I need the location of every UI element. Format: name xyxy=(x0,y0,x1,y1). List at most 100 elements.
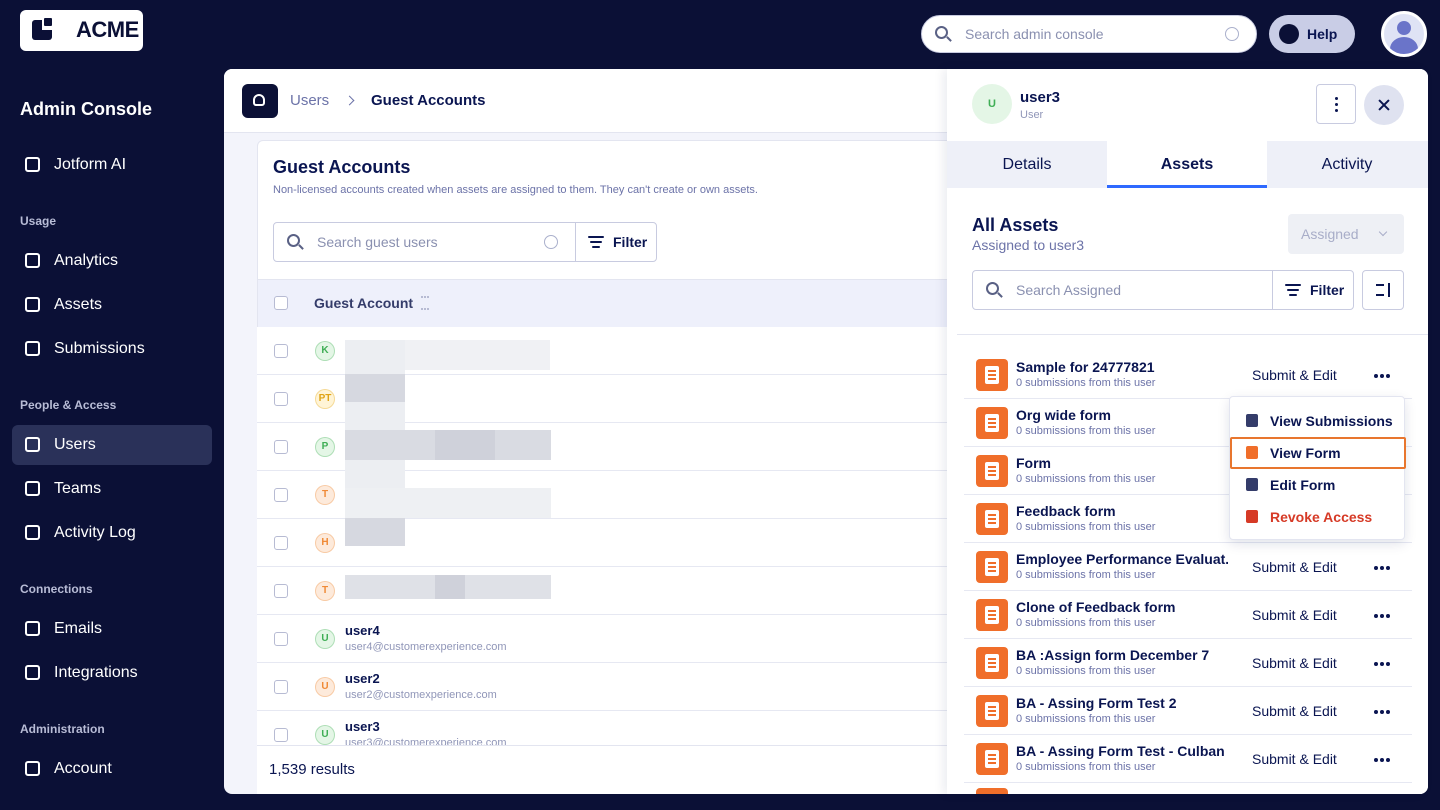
asset-more[interactable] xyxy=(1370,749,1394,769)
row-initials: U xyxy=(321,681,329,692)
guest-row[interactable]: T xyxy=(257,471,947,519)
close-button[interactable] xyxy=(1364,85,1404,125)
nav-item[interactable] xyxy=(12,513,212,553)
nav-item[interactable] xyxy=(12,653,212,693)
menu-item[interactable]: View Form xyxy=(1230,437,1406,469)
nav-icon xyxy=(25,253,40,268)
form-icon-line xyxy=(988,514,996,516)
asset-more[interactable] xyxy=(1370,605,1394,625)
nav-label: Users xyxy=(54,436,96,453)
row-checkbox[interactable] xyxy=(274,488,288,502)
row-checkbox[interactable] xyxy=(274,584,288,598)
nav-item[interactable] xyxy=(12,329,212,369)
more-dot xyxy=(1374,566,1378,570)
assigned-dropdown-label: Assigned xyxy=(1301,226,1359,242)
panel-tab[interactable]: Activity xyxy=(1267,141,1428,188)
nav-label: Emails xyxy=(54,620,103,637)
asset-name: BA - Assing Form Test - Culban xyxy=(1016,743,1225,759)
nav-item[interactable] xyxy=(12,145,212,185)
asset-action[interactable]: Submit & Edit xyxy=(1252,655,1337,671)
asset-more[interactable] xyxy=(1370,701,1394,721)
nav-item[interactable] xyxy=(12,469,212,509)
form-icon-line xyxy=(988,522,996,524)
nav-item[interactable] xyxy=(12,609,212,649)
guest-row[interactable]: T xyxy=(257,567,947,615)
help-label: Help xyxy=(1307,26,1338,42)
form-icon-line xyxy=(988,466,996,468)
nav-item[interactable] xyxy=(12,241,212,281)
asset-row[interactable]: Clone of Feedback form 0 submissions from… xyxy=(964,591,1412,639)
more-dot xyxy=(1386,662,1390,666)
asset-row[interactable]: Sample for 24777821 0 submissions from th… xyxy=(964,351,1412,399)
assigned-dropdown[interactable]: Assigned xyxy=(1288,214,1404,254)
asset-submissions: 0 submissions from this user xyxy=(1016,521,1156,533)
nav-item[interactable] xyxy=(12,285,212,325)
row-checkbox[interactable] xyxy=(274,728,288,742)
row-checkbox[interactable] xyxy=(274,536,288,550)
row-checkbox[interactable] xyxy=(274,440,288,454)
asset-action[interactable]: Submit & Edit xyxy=(1252,703,1337,719)
row-checkbox[interactable] xyxy=(274,632,288,646)
guest-row[interactable]: PT xyxy=(257,375,947,423)
results-count: 1,539 results xyxy=(269,761,355,778)
asset-more[interactable] xyxy=(1370,653,1394,673)
asset-action[interactable]: Submit & Edit xyxy=(1252,607,1337,623)
menu-item-label: Revoke Access xyxy=(1270,509,1373,525)
panel-tab[interactable]: Details xyxy=(947,141,1107,188)
panel-tab[interactable]: Assets xyxy=(1107,141,1267,188)
asset-more[interactable] xyxy=(1370,365,1394,385)
logo: ACME xyxy=(20,10,143,51)
asset-row[interactable]: Feedback form 0 submissions from this use… xyxy=(964,495,1412,543)
menu-item[interactable]: Edit Form xyxy=(1230,469,1406,501)
more-dot xyxy=(1386,374,1390,378)
guest-row[interactable]: H xyxy=(257,519,947,567)
row-checkbox[interactable] xyxy=(274,680,288,694)
nav-item[interactable] xyxy=(12,425,212,465)
nav-item[interactable] xyxy=(12,749,212,789)
asset-row[interactable]: BA - Assing Form Test 2 0 submissions fro… xyxy=(964,687,1412,735)
assets-subtitle: Assigned to user3 xyxy=(972,237,1085,253)
form-icon-line xyxy=(988,706,996,708)
kebab-button[interactable] xyxy=(1316,84,1356,124)
asset-action[interactable]: Submit & Edit xyxy=(1252,751,1337,767)
guest-row[interactable]: K xyxy=(257,327,947,375)
dropdown-chevron xyxy=(1378,227,1388,237)
top-search[interactable] xyxy=(921,15,1257,53)
profile-avatar[interactable] xyxy=(1381,11,1427,57)
guest-search[interactable] xyxy=(273,222,576,262)
asset-row[interactable]: BA :Assign form December 7 0 submissions … xyxy=(964,639,1412,687)
breadcrumb-link[interactable]: Users xyxy=(290,92,330,109)
panel-user-name: user3 xyxy=(1020,89,1061,106)
guest-row[interactable]: P xyxy=(257,423,947,471)
row-initials: U xyxy=(321,729,329,740)
nav-label: Account xyxy=(54,760,112,777)
guest-filter-label: Filter xyxy=(613,234,648,250)
menu-item[interactable]: Revoke Access xyxy=(1230,501,1406,533)
assets-filter-button[interactable] xyxy=(1272,270,1354,310)
asset-action[interactable]: Submit & Edit xyxy=(1252,559,1337,575)
nav-label: Jotform AI xyxy=(54,156,127,173)
header-checkbox[interactable] xyxy=(274,296,288,310)
row-initials: T xyxy=(321,585,329,596)
row-initials: U xyxy=(321,633,329,644)
asset-row[interactable]: BA - Assing Form Test - Culban 0 submissi… xyxy=(964,735,1412,783)
sort-button[interactable] xyxy=(1362,270,1404,310)
row-checkbox[interactable] xyxy=(274,344,288,358)
asset-action[interactable]: Submit & Edit xyxy=(1252,367,1337,383)
asset-name: Form xyxy=(1016,455,1051,471)
guest-filter-button[interactable] xyxy=(575,222,657,262)
privacy-blur xyxy=(345,488,551,518)
nav-icon xyxy=(25,341,40,356)
nav-icon xyxy=(25,481,40,496)
row-checkbox[interactable] xyxy=(274,392,288,406)
asset-row[interactable]: Employee Performance Evaluat... 0 submiss… xyxy=(964,543,1412,591)
menu-item[interactable]: View Submissions xyxy=(1230,405,1406,437)
help-button[interactable]: Help xyxy=(1269,15,1355,53)
asset-more[interactable] xyxy=(1370,557,1394,577)
form-icon-line xyxy=(988,474,996,476)
asset-row[interactable]: Org wide form 0 submissions from this use… xyxy=(964,399,1412,447)
asset-row[interactable]: Form 0 submissions from this user xyxy=(964,447,1412,495)
